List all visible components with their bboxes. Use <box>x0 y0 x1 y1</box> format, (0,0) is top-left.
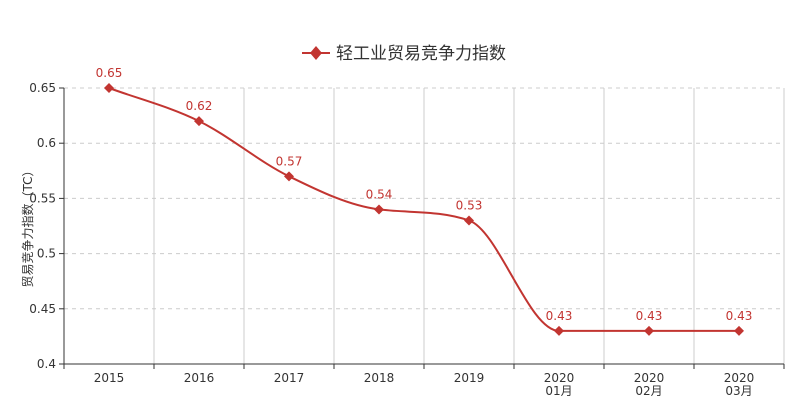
x-tick-label: 2015 <box>94 371 125 385</box>
data-label: 0.57 <box>276 154 303 168</box>
legend[interactable]: 轻工业贸易竞争力指数 <box>302 44 506 64</box>
x-tick-label: 2020 02月 <box>634 371 665 398</box>
legend-label: 轻工业贸易竞争力指数 <box>336 44 506 64</box>
legend-diamond-icon <box>310 46 322 60</box>
x-tick-label: 2020 03月 <box>724 371 755 398</box>
data-point-marker <box>374 204 384 215</box>
series <box>104 83 744 336</box>
data-label: 0.54 <box>366 187 393 201</box>
data-label: 0.43 <box>546 309 573 323</box>
series-line <box>108 87 740 332</box>
y-tick-label: 0.4 <box>37 357 56 371</box>
y-tick-label: 0.65 <box>29 81 56 95</box>
data-label: 0.65 <box>96 66 123 80</box>
x-tick-label: 2016 <box>184 371 215 385</box>
data-label: 0.53 <box>456 198 483 212</box>
x-tick-label: 2017 <box>274 371 305 385</box>
x-tick-label: 2019 <box>454 371 485 385</box>
data-point-marker <box>554 325 564 336</box>
y-tick-label: 0.45 <box>29 302 56 316</box>
y-axis-title: 贸易竞争力指数（TC） <box>20 164 35 287</box>
data-label: 0.43 <box>726 309 753 323</box>
data-point-marker <box>104 83 114 93</box>
grid <box>64 87 785 364</box>
data-point-marker <box>194 116 204 127</box>
y-tick-label: 0.55 <box>29 191 56 205</box>
ticks: 0.65 0.6 0.55 0.5 0.45 0.4 2015 2016 2017 2018 201… <box>29 81 785 398</box>
x-tick-label: 2018 <box>364 371 395 385</box>
data-point-marker <box>284 171 294 182</box>
data-label: 0.62 <box>186 99 213 113</box>
data-label: 0.43 <box>636 309 663 323</box>
y-tick-label: 0.5 <box>37 247 56 261</box>
data-point-marker <box>644 325 654 336</box>
data-labels: 0.65 0.62 0.57 0.54 0.53 0.43 0.43 0.43 <box>96 66 753 323</box>
data-point-marker <box>464 215 474 226</box>
data-point-marker <box>734 325 744 336</box>
y-tick-label: 0.6 <box>37 136 56 150</box>
x-tick-label: 2020 01月 <box>544 371 575 398</box>
